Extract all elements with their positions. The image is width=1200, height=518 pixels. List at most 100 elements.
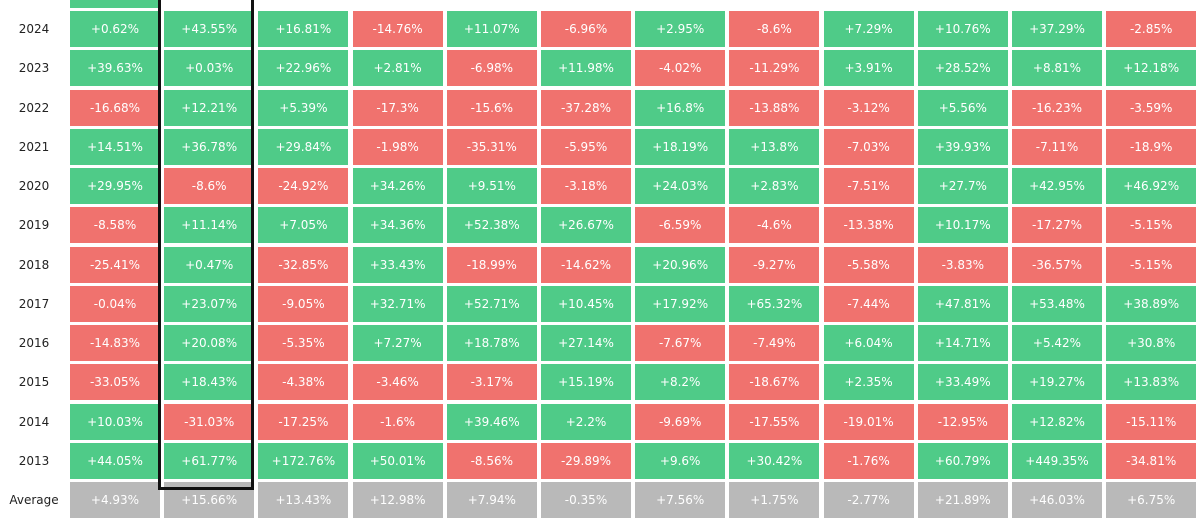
return-cell: +2.95% xyxy=(635,11,726,47)
return-cell: -24.92% xyxy=(258,168,349,205)
return-cell: +17.92% xyxy=(635,285,726,322)
return-cell: -33.05% xyxy=(70,364,160,401)
year-label: 2017 xyxy=(18,296,50,311)
return-cell: +23.07% xyxy=(164,285,255,322)
return-cell: +13.8% xyxy=(729,128,820,165)
return-cell: +6.75% xyxy=(1106,482,1197,518)
return-cell: +8.81% xyxy=(1012,50,1102,87)
return-cell: +2.35% xyxy=(823,364,914,401)
summary-label: Average xyxy=(9,493,59,508)
return-cell: -3.59% xyxy=(1106,89,1197,126)
return-cell: +7.27% xyxy=(352,325,443,362)
return-cell: +44.05% xyxy=(70,442,160,479)
year-label: 2024 xyxy=(18,22,50,36)
return-cell: +39.63% xyxy=(70,50,160,87)
return-cell: +14.71% xyxy=(917,325,1008,362)
return-cell: +34.36% xyxy=(352,207,443,244)
return-cell: -5.15% xyxy=(1106,246,1197,283)
return-cell: -9.27% xyxy=(729,246,820,283)
return-cell: -7.44% xyxy=(823,285,914,322)
return-cell: -0.35% xyxy=(541,482,631,518)
return-cell: -3.12% xyxy=(823,89,914,126)
return-cell: -7.03% xyxy=(823,128,914,165)
year-label: 2022 xyxy=(18,100,50,115)
return-cell: -31.03% xyxy=(164,403,255,440)
return-cell: -32.85% xyxy=(258,246,349,283)
return-cell: -12.95% xyxy=(917,403,1008,440)
return-cell: +5.42% xyxy=(1012,325,1102,362)
return-cell: -16.23% xyxy=(1012,89,1102,126)
return-cell: -1.98% xyxy=(352,128,443,165)
return-cell: -37.28% xyxy=(541,89,631,126)
return-cell: +13.43% xyxy=(258,482,349,518)
return-cell: -6.96% xyxy=(541,11,631,47)
return-cell: +28.52% xyxy=(917,50,1008,87)
return-cell: -6.59% xyxy=(635,207,726,244)
return-cell: +13.83% xyxy=(1106,364,1197,401)
return-cell: -7.67% xyxy=(635,325,726,362)
return-cell: +22.96% xyxy=(258,50,349,87)
return-cell: -34.81% xyxy=(1106,442,1197,479)
return-cell: -29.89% xyxy=(541,442,631,479)
return-cell: +7.94% xyxy=(446,482,537,518)
return-cell: +34.26% xyxy=(352,168,443,205)
return-cell: +14.51% xyxy=(70,128,160,165)
highlight-box xyxy=(158,0,254,490)
return-cell: +12.82% xyxy=(1012,403,1102,440)
return-cell: -17.3% xyxy=(352,89,443,126)
return-cell: -3.46% xyxy=(352,364,443,401)
return-cell: +33.43% xyxy=(352,246,443,283)
return-cell: +449.35% xyxy=(1012,442,1102,479)
page: 2024 +0.62% +43.55% +16.81% -14.76% +11.07% -6… xyxy=(9,0,1197,518)
return-cell: -4.38% xyxy=(258,364,349,401)
return-cell: +32.71% xyxy=(352,285,443,322)
return-cell: -9.69% xyxy=(635,403,726,440)
return-cell: +2.81% xyxy=(352,50,443,87)
return-cell: +3.91% xyxy=(823,50,914,87)
return-cell: +10.17% xyxy=(917,207,1008,244)
return-cell: +18.19% xyxy=(635,128,726,165)
return-cell: +11.98% xyxy=(541,50,631,87)
year-label: 2016 xyxy=(18,336,50,351)
return-cell: -4.02% xyxy=(635,50,726,87)
return-cell: -17.27% xyxy=(1012,207,1102,244)
return-cell: +6.04% xyxy=(823,325,914,362)
return-cell: -14.76% xyxy=(352,11,443,47)
return-cell: +16.81% xyxy=(258,11,349,47)
return-cell: +9.51% xyxy=(446,168,537,205)
return-cell: -4.6% xyxy=(729,207,820,244)
year-label: 2019 xyxy=(18,218,50,233)
return-cell: -17.55% xyxy=(729,403,820,440)
return-cell: +29.95% xyxy=(70,168,160,205)
return-cell: +12.21% xyxy=(164,89,255,126)
return-cell: -15.6% xyxy=(446,89,537,126)
return-cell: +46.03% xyxy=(1012,482,1102,518)
return-cell: +10.03% xyxy=(70,403,160,440)
return-cell: +46.92% xyxy=(1106,168,1197,205)
year-label: 2021 xyxy=(18,139,50,154)
return-cell: +0.62% xyxy=(70,11,160,47)
return-cell: -7.49% xyxy=(729,325,820,362)
return-cell: +7.56% xyxy=(635,482,726,518)
return-cell: -3.83% xyxy=(917,246,1008,283)
return-cell: -2.85% xyxy=(1106,11,1197,47)
cut-row-cell xyxy=(70,0,160,8)
return-cell: -5.35% xyxy=(258,325,349,362)
return-cell: +47.81% xyxy=(917,285,1008,322)
return-cell: -8.6% xyxy=(164,168,255,205)
return-cell: +0.03% xyxy=(164,50,255,87)
return-cell: +172.76% xyxy=(258,442,349,479)
return-cell: -3.17% xyxy=(446,364,537,401)
return-cell: -1.6% xyxy=(352,403,443,440)
return-cell: +19.27% xyxy=(1012,364,1102,401)
return-cell: +8.2% xyxy=(635,364,726,401)
return-cell: -11.29% xyxy=(729,50,820,87)
return-cell: -5.15% xyxy=(1106,207,1197,244)
return-cell: -13.88% xyxy=(729,89,820,126)
return-cell: +61.77% xyxy=(164,442,255,479)
return-cell: +33.49% xyxy=(917,364,1008,401)
return-cell: -8.6% xyxy=(729,11,820,47)
return-cell: +18.43% xyxy=(164,364,255,401)
return-cell: +18.78% xyxy=(446,325,537,362)
return-cell: +21.89% xyxy=(917,482,1008,518)
